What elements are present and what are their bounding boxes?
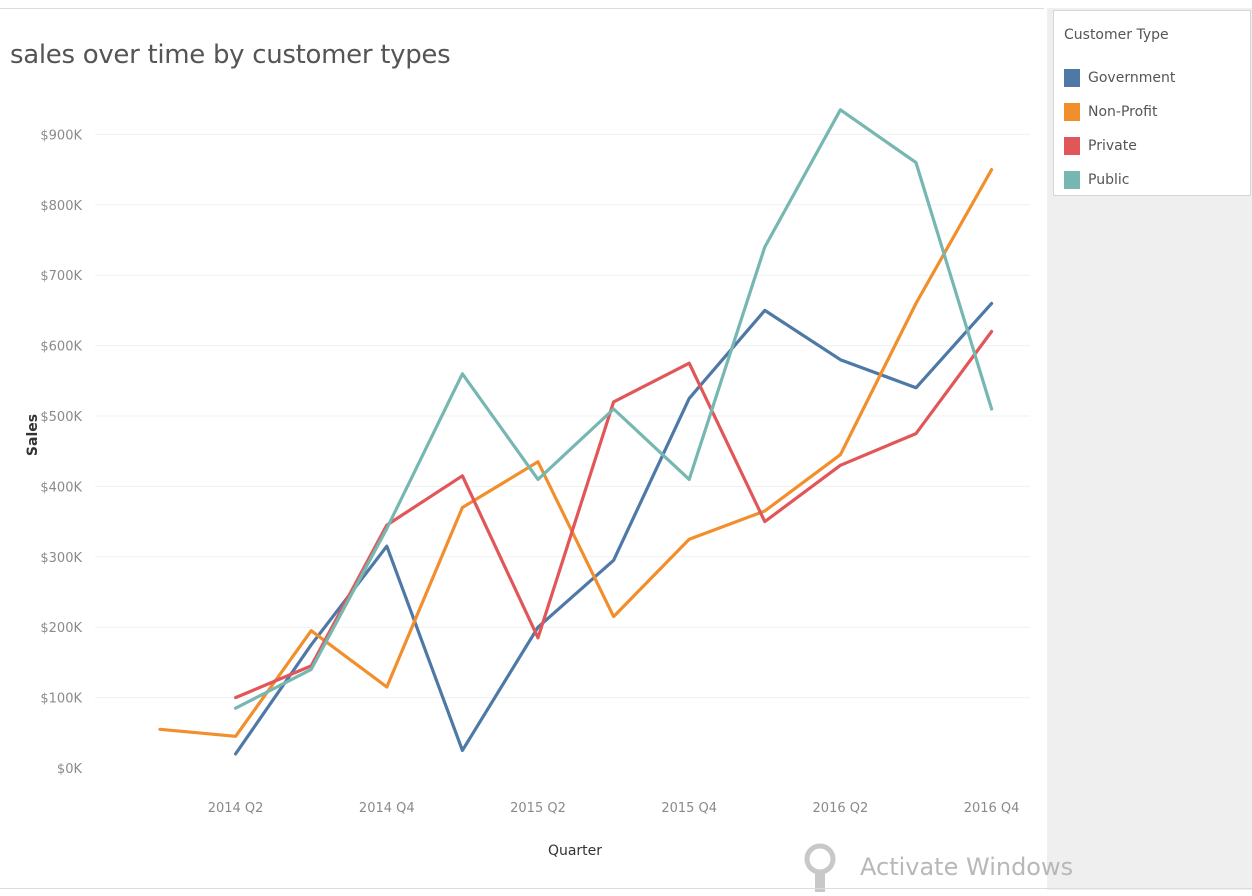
legend-item-government[interactable]: Government (1064, 67, 1175, 89)
legend-swatch (1064, 171, 1080, 189)
legend-label: Government (1088, 70, 1176, 86)
y-tick-label: $700K (40, 269, 82, 284)
y-axis-ticks: $0K $100K $200K $300K $400K $500K $600K $700K $8… (40, 128, 82, 777)
series-line-government[interactable] (234, 301, 994, 756)
series-line-non-profit[interactable] (158, 168, 994, 738)
legend-label: Non-Profit (1088, 104, 1158, 120)
legend: Customer Type Government Non-Profit Privat… (1053, 10, 1251, 196)
x-tick-label: 2014 Q4 (359, 801, 415, 816)
bottom-border (0, 888, 1252, 889)
chart-panel (0, 8, 1044, 889)
series-line-private[interactable] (234, 329, 994, 700)
y-tick-label: $300K (40, 551, 82, 566)
series-lines (158, 108, 994, 756)
y-tick-label: $400K (40, 480, 82, 495)
activate-windows-watermark: Activate Windows (800, 842, 1073, 892)
legend-swatch (1064, 137, 1080, 155)
y-tick-label: $900K (40, 128, 82, 143)
gridlines (95, 133, 1030, 699)
x-tick-label: 2016 Q2 (813, 801, 869, 816)
x-axis-label: Quarter (548, 843, 602, 859)
y-tick-label: $800K (40, 199, 82, 214)
y-tick-label: $500K (40, 410, 82, 425)
line-chart: $0K $100K $200K $300K $400K $500K $600K $700K $8… (25, 108, 1030, 859)
legend-label: Private (1088, 138, 1137, 154)
legend-item-public[interactable]: Public (1064, 169, 1129, 191)
legend-swatch (1064, 69, 1080, 87)
legend-item-non-profit[interactable]: Non-Profit (1064, 101, 1157, 123)
legend-label: Public (1088, 172, 1130, 188)
watermark-text: Activate Windows (860, 853, 1074, 881)
windows-key-icon (804, 843, 836, 892)
x-tick-label: 2015 Q4 (661, 801, 717, 816)
y-axis-label: Sales (25, 414, 41, 456)
y-tick-label: $0K (57, 762, 83, 777)
series-line-public[interactable] (234, 108, 994, 710)
legend-item-private[interactable]: Private (1064, 135, 1137, 157)
x-axis-ticks: 2014 Q2 2014 Q4 2015 Q2 2015 Q4 2016 Q2 2016 … (208, 801, 1020, 816)
legend-swatch (1064, 103, 1080, 121)
legend-title: Customer Type (1064, 27, 1169, 43)
chart-title: sales over time by customer types (10, 40, 451, 70)
y-tick-label: $100K (40, 692, 82, 707)
x-tick-label: 2015 Q2 (510, 801, 566, 816)
y-tick-label: $600K (40, 340, 82, 355)
x-tick-label: 2016 Q4 (964, 801, 1020, 816)
x-tick-label: 2014 Q2 (208, 801, 264, 816)
y-tick-label: $200K (40, 621, 82, 636)
